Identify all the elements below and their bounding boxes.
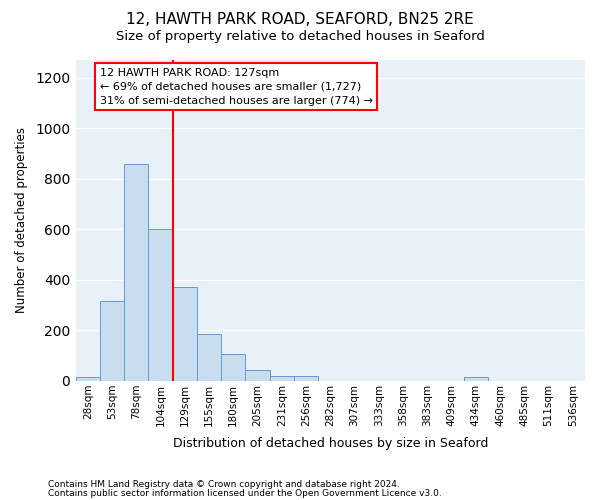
- Y-axis label: Number of detached properties: Number of detached properties: [15, 128, 28, 314]
- Bar: [221, 354, 245, 381]
- Bar: [173, 288, 197, 381]
- Bar: [197, 334, 221, 381]
- Text: Contains HM Land Registry data © Crown copyright and database right 2024.: Contains HM Land Registry data © Crown c…: [48, 480, 400, 489]
- Text: Contains public sector information licensed under the Open Government Licence v3: Contains public sector information licen…: [48, 489, 442, 498]
- Text: 12, HAWTH PARK ROAD, SEAFORD, BN25 2RE: 12, HAWTH PARK ROAD, SEAFORD, BN25 2RE: [126, 12, 474, 28]
- Bar: [76, 377, 100, 381]
- Bar: [100, 302, 124, 381]
- Text: Size of property relative to detached houses in Seaford: Size of property relative to detached ho…: [116, 30, 484, 43]
- Bar: [245, 370, 269, 381]
- X-axis label: Distribution of detached houses by size in Seaford: Distribution of detached houses by size …: [173, 437, 488, 450]
- Bar: [148, 230, 173, 381]
- Bar: [124, 164, 148, 381]
- Bar: [269, 376, 294, 381]
- Text: 12 HAWTH PARK ROAD: 127sqm
← 69% of detached houses are smaller (1,727)
31% of s: 12 HAWTH PARK ROAD: 127sqm ← 69% of deta…: [100, 68, 373, 106]
- Bar: [464, 377, 488, 381]
- Bar: [294, 376, 318, 381]
